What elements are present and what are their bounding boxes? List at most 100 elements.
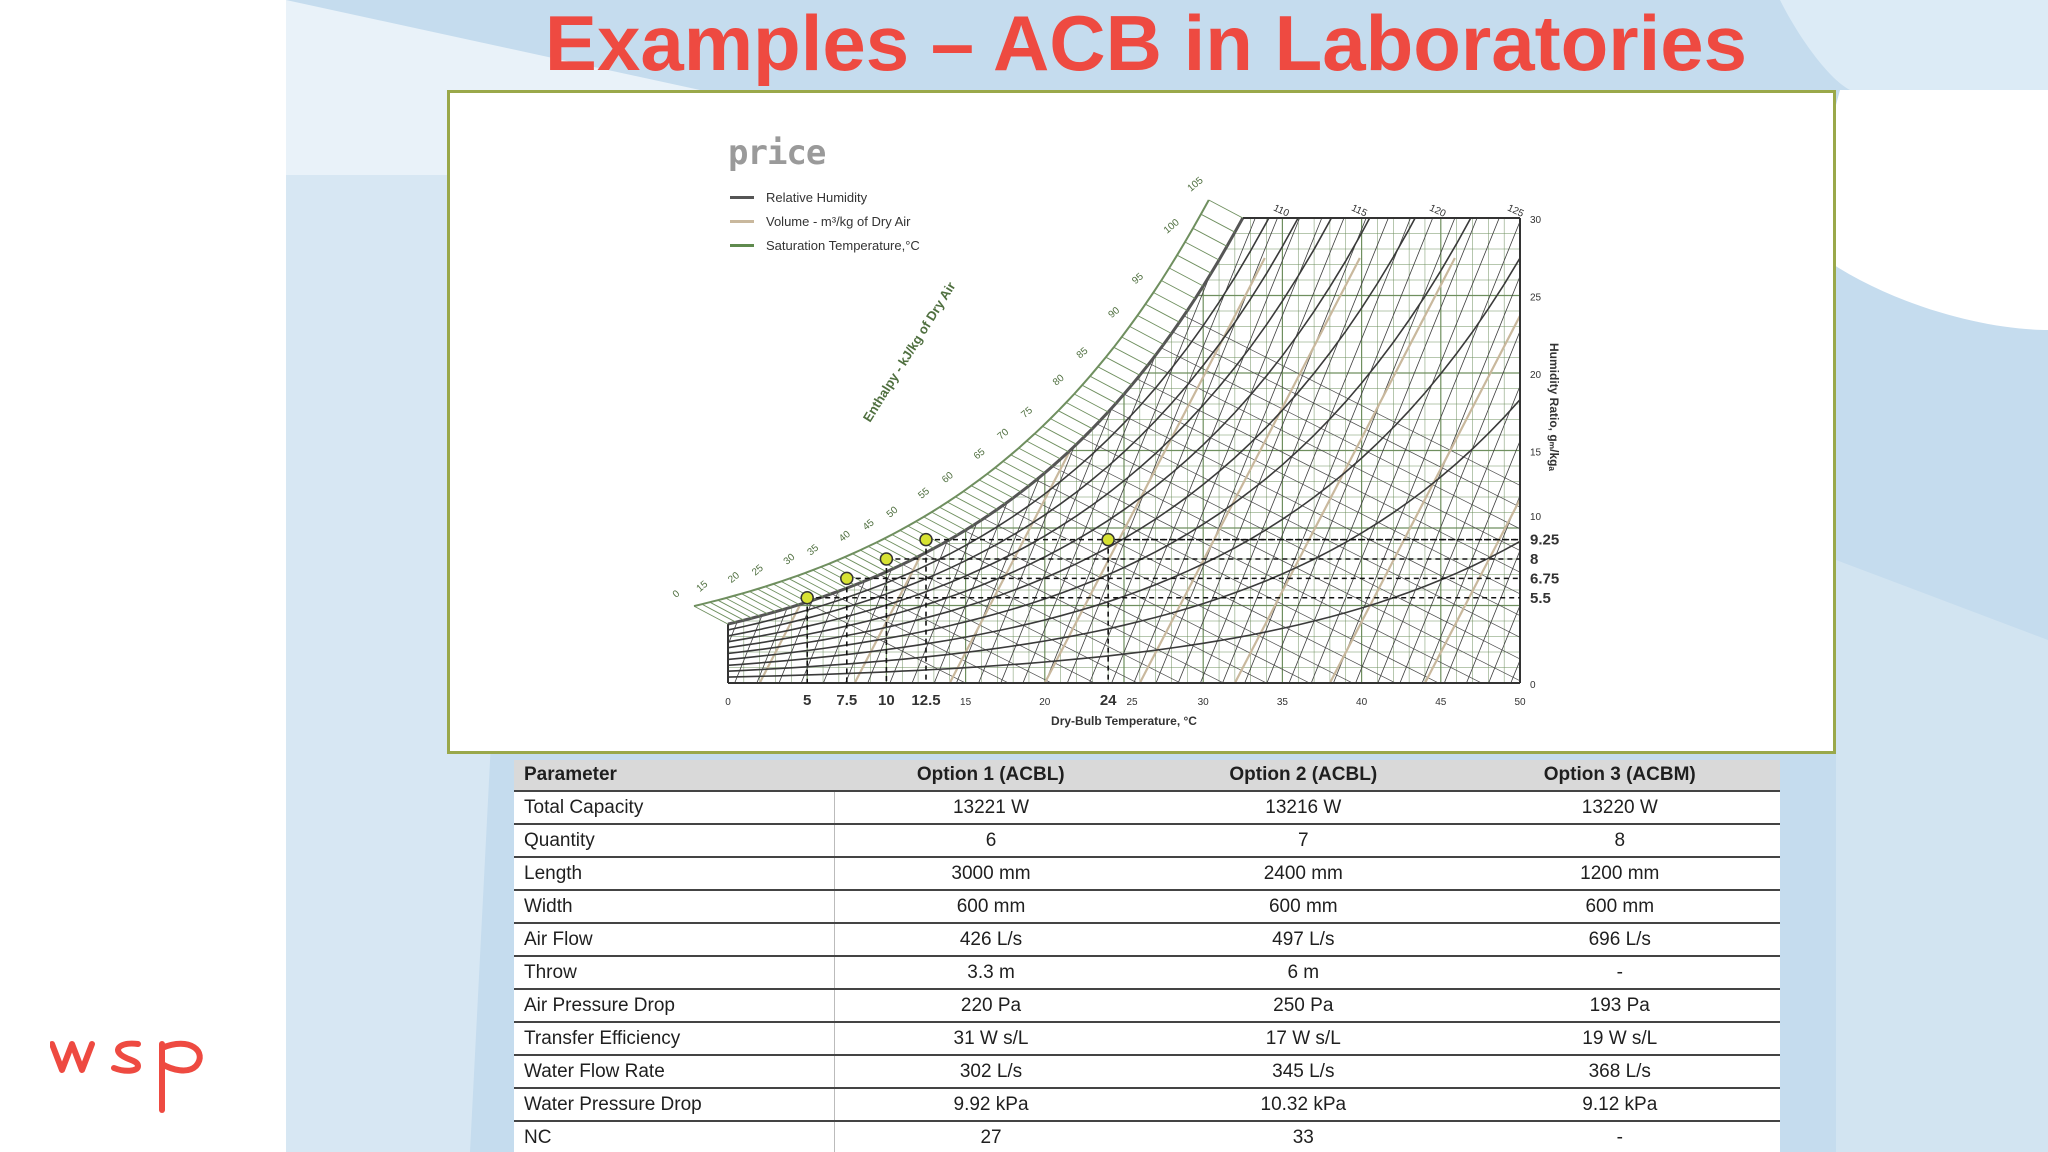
enthalpy-line (1472, 218, 1520, 683)
enthalpy-line (1228, 218, 1520, 683)
parameter-name-cell: Throw (514, 956, 835, 990)
x-tick-label: 40 (1356, 697, 1368, 708)
y-tick-label: 6.75 (1530, 570, 1559, 587)
y-tick-label: 10 (1530, 512, 1542, 523)
parameter-name-cell: Quantity (514, 824, 835, 858)
enthalpy-tick-label: 70 (996, 426, 1012, 442)
enthalpy-line (1139, 218, 1520, 683)
option-value-cell: 193 Pa (1459, 989, 1780, 1023)
table-header-cell: Option 2 (ACBL) (1147, 760, 1460, 792)
enthalpy-tick-label: 30 (782, 552, 798, 568)
y-tick-label: 5.5 (1530, 590, 1551, 607)
enthalpy-line (984, 218, 1365, 683)
enthalpy-line (1117, 218, 1499, 683)
table-header-row: Parameter Option 1 (ACBL) Option 2 (ACBL) O… (514, 760, 1780, 792)
specific-volume-line (1423, 257, 1520, 683)
parameter-name-cell: NC (514, 1121, 835, 1152)
enthalpy-axis-label: Enthalpy - kJ/kg of Dry Air (860, 279, 959, 424)
enthalpy-line (1095, 218, 1476, 683)
enthalpy-tick-label: 35 (805, 542, 821, 558)
y-tick-label: 20 (1530, 370, 1542, 381)
legend-label: Saturation Temperature,°C (766, 237, 920, 253)
x-tick-label: 5 (803, 692, 811, 709)
legend-label: Volume - m³/kg of Dry Air (766, 213, 911, 229)
legend-swatch (730, 243, 754, 247)
enthalpy-tick-label: 105 (1186, 175, 1206, 194)
enthalpy-tick-label: 20 (726, 570, 742, 586)
x-axis-label: Dry-Bulb Temperature, °C (1051, 714, 1197, 728)
table-header-cell: Parameter (514, 760, 835, 792)
enthalpy-line (1250, 218, 1520, 683)
relative-humidity-curve (728, 218, 1520, 655)
x-tick-label: 45 (1435, 697, 1447, 708)
table-row: Air Flow 426 L/s 497 L/s 696 L/s (514, 923, 1780, 957)
relative-humidity-curve (728, 399, 1520, 672)
state-point-marker (879, 552, 894, 566)
table-header-cell: Option 3 (ACBM) (1459, 760, 1780, 792)
enthalpy-scale-outline (693, 199, 1210, 608)
option-value-cell: 2400 mm (1147, 857, 1460, 891)
slide-title: Examples – ACB in Laboratories (544, 0, 1748, 87)
x-tick-label: 10 (878, 692, 895, 709)
price-logo: price (728, 133, 826, 173)
parameter-name-cell: Water Flow Rate (514, 1055, 835, 1089)
table-row: Total Capacity 13221 W 13216 W 13220 W (514, 791, 1780, 825)
wsp-logo (50, 1040, 203, 1113)
state-point-marker (840, 571, 854, 586)
enthalpy-line (1405, 218, 1520, 683)
option-value-cell: 600 mm (834, 890, 1148, 924)
psychrometric-chart-frame: 0 15 20 25 30 35 40 45 50 55 60 65 70 75 80 85 90 95 100 10… (447, 90, 1836, 754)
enthalpy-tick-label: 80 (1051, 372, 1067, 388)
enthalpy-line (1449, 218, 1520, 683)
enthalpy-tick-label: 90 (1106, 305, 1122, 321)
enthalpy-line (1161, 218, 1520, 683)
relative-humidity-curve (728, 218, 1520, 631)
relative-humidity-curve (728, 218, 1520, 649)
option-value-cell: 696 L/s (1459, 923, 1780, 957)
option-value-cell: 345 L/s (1147, 1055, 1460, 1089)
x-tick-label: 30 (1198, 697, 1210, 708)
chart-legend: Relative Humidity Volume - m³/kg of Dry A… (730, 185, 920, 257)
enthalpy-line (1316, 218, 1520, 683)
enthalpy-scale-hatching (693, 199, 1244, 625)
option-value-cell: 220 Pa (834, 989, 1148, 1023)
specific-volume-line (853, 257, 1076, 683)
option-value-cell: 9.92 kPa (834, 1088, 1148, 1122)
y-tick-label: 9.25 (1530, 532, 1559, 549)
relative-humidity-curve (728, 218, 1520, 661)
legend-swatch (730, 219, 754, 223)
option-value-cell: 13220 W (1459, 791, 1780, 825)
option-value-cell: 8 (1459, 824, 1780, 858)
x-tick-label: 20 (1039, 697, 1051, 708)
enthalpy-tick-label: 55 (916, 486, 932, 502)
table-row: Air Pressure Drop 220 Pa 250 Pa 193 Pa (514, 989, 1780, 1023)
enthalpy-tick-label: 25 (750, 562, 766, 578)
enthalpy-tick-label: 60 (940, 470, 956, 486)
table-row: Width 600 mm 600 mm 600 mm (514, 890, 1780, 924)
state-point-marker (919, 532, 933, 547)
option-value-cell: 426 L/s (834, 923, 1148, 957)
x-tick-label: 15 (960, 697, 972, 708)
specific-volume-line (1328, 257, 1520, 683)
enthalpy-tick-label: 0 (671, 588, 683, 600)
table-row: Length 3000 mm 2400 mm 1200 mm (514, 857, 1780, 891)
enthalpy-line (1427, 218, 1520, 683)
wet-bulb-line (728, 542, 1520, 683)
y-tick-label: 0 (1530, 680, 1536, 691)
enthalpy-tick-label: 95 (1130, 271, 1146, 287)
option-value-cell: 31 W s/L (834, 1022, 1148, 1056)
option-value-cell: 13216 W (1147, 791, 1460, 825)
option-value-cell: 250 Pa (1147, 989, 1460, 1023)
x-tick-label: 24 (1100, 692, 1117, 709)
state-point-marker (1101, 532, 1115, 547)
enthalpy-tick-label: 100 (1162, 217, 1182, 236)
y-tick-label: 8 (1530, 551, 1538, 568)
enthalpy-tick-label: 45 (861, 517, 877, 533)
x-tick-label: 25 (1126, 697, 1138, 708)
enthalpy-line (1294, 218, 1520, 683)
enthalpy-tick-label: 85 (1075, 345, 1091, 361)
table-header-cell: Option 1 (ACBL) (834, 760, 1148, 792)
option-value-cell: 1200 mm (1459, 857, 1780, 891)
